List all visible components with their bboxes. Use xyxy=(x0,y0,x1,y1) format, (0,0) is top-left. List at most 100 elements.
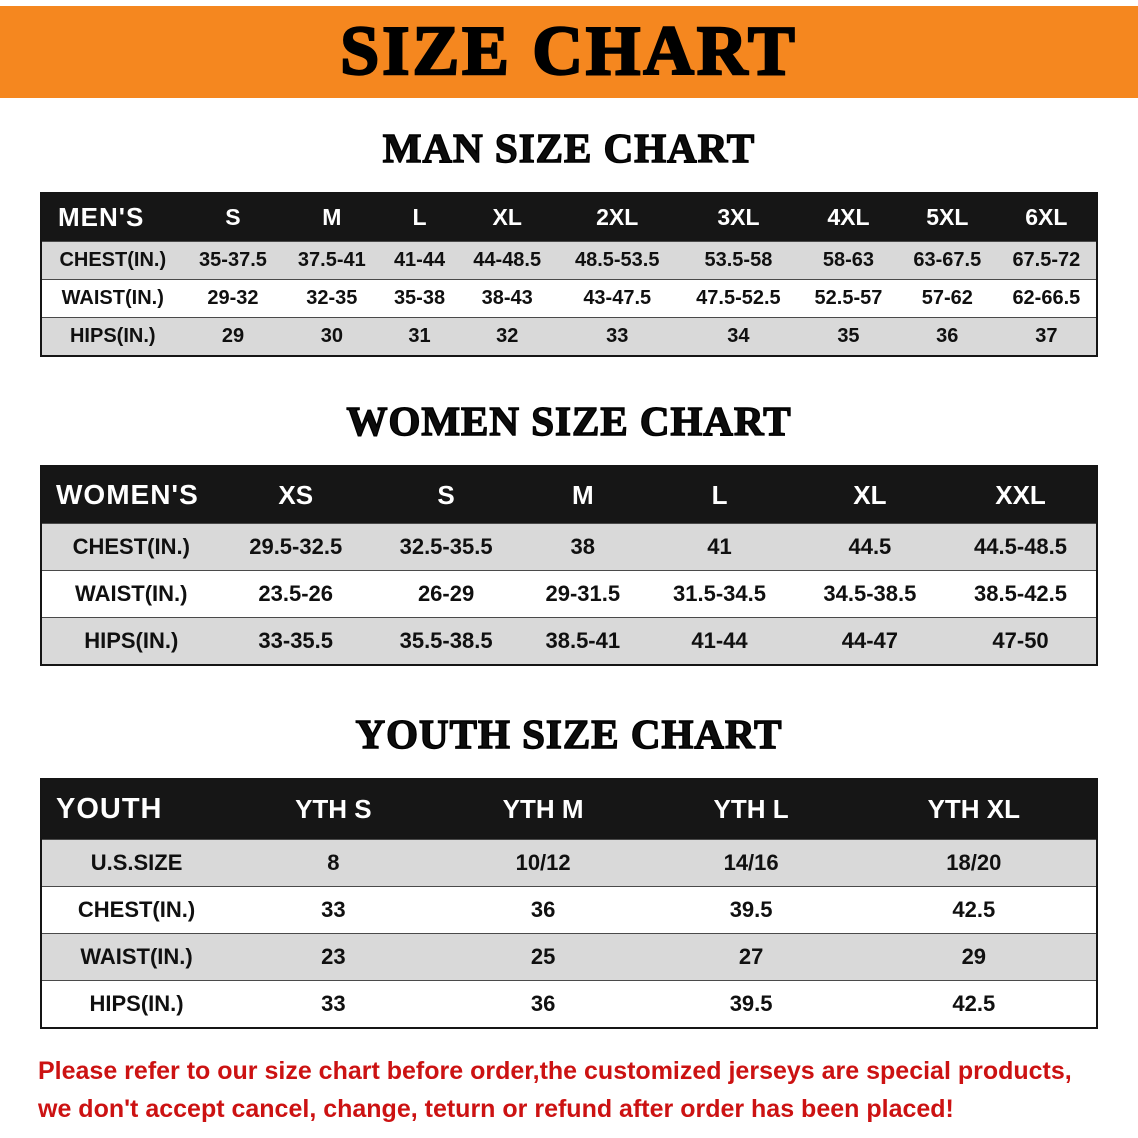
man-size-chart-heading: MAN SIZE CHART xyxy=(382,124,756,171)
measurement-value: 47-50 xyxy=(992,628,1049,653)
measurement-row: HIPS(IN.) 33 36 39.5 42.5 xyxy=(41,980,1097,1029)
size-header-row: MEN'S S M L XL 2XL 3XL 4XL 5XL 6XL xyxy=(41,193,1097,242)
youth-size-chart-heading: YOUTH SIZE CHART xyxy=(355,710,783,757)
size-column-header: L xyxy=(381,193,458,242)
measurement-value: 39.5 xyxy=(729,897,773,922)
measurement-value: 36 xyxy=(530,991,556,1016)
size-header-row: WOMEN'S XS S M L XL XXL xyxy=(41,466,1097,524)
measurement-value: 8 xyxy=(327,850,340,875)
measurement-value: 63-67.5 xyxy=(913,249,982,271)
size-header-row: YOUTH YTH S YTH M YTH L YTH XL xyxy=(41,779,1097,840)
size-column-header: L xyxy=(644,466,795,524)
measurement-row: HIPS(IN.) 29 30 31 32 33 34 35 36 37 xyxy=(41,317,1097,356)
measurement-value: 48.5-53.5 xyxy=(574,249,660,271)
measurement-value: 37 xyxy=(1035,325,1058,347)
measurement-row: CHEST(IN.) 33 36 39.5 42.5 xyxy=(41,886,1097,934)
measurement-value: 23.5-26 xyxy=(258,581,334,606)
size-column-header: XXL xyxy=(945,466,1097,524)
measurement-value: 18/20 xyxy=(946,850,1002,875)
measurement-label: HIPS(IN.) xyxy=(89,991,184,1016)
size-chart-banner: SIZE CHART xyxy=(0,6,1138,98)
size-column-header: 6XL xyxy=(996,193,1097,242)
measurement-value: 38.5-42.5 xyxy=(974,581,1068,606)
measurement-label: HIPS(IN.) xyxy=(69,325,156,347)
size-column-header: YTH M xyxy=(435,779,651,840)
measurement-value: 10/12 xyxy=(515,850,571,875)
measurement-value: 41 xyxy=(707,534,732,559)
youth-size-chart-section: YOUTH SIZE CHART YOUTH YTH S YTH M YTH L YTH… xyxy=(0,710,1138,1029)
measurement-value: 44.5-48.5 xyxy=(974,534,1068,559)
measurement-row: WAIST(IN.) 29-32 32-35 35-38 38-43 43-47.5 47.… xyxy=(41,279,1097,318)
measurement-row: U.S.SIZE 8 10/12 14/16 18/20 xyxy=(41,839,1097,887)
measurement-value: 42.5 xyxy=(952,897,996,922)
measurement-value: 31.5-34.5 xyxy=(673,581,766,606)
size-column-header: S xyxy=(183,193,283,242)
measurement-value: 30 xyxy=(320,325,343,347)
measurement-value: 36 xyxy=(530,897,556,922)
table-title-cell: WOMEN'S xyxy=(41,466,221,524)
size-column-header: 2XL xyxy=(556,193,678,242)
measurement-value: 58-63 xyxy=(822,249,875,271)
measurement-value: 35.5-38.5 xyxy=(399,628,493,653)
measurement-value: 44-48.5 xyxy=(473,249,542,271)
measurement-label: CHEST(IN.) xyxy=(72,534,190,559)
women-size-chart-section: WOMEN SIZE CHART WOMEN'S XS S M L XL XXL CHEST(… xyxy=(0,397,1138,666)
measurement-value: 34.5-38.5 xyxy=(823,581,917,606)
measurement-value: 53.5-58 xyxy=(704,249,773,271)
size-column-header: XL xyxy=(794,466,946,524)
women-size-chart-heading: WOMEN SIZE CHART xyxy=(346,397,792,444)
measurement-value: 41-44 xyxy=(393,249,446,271)
size-column-header: YTH XL xyxy=(851,779,1097,840)
measurement-value: 26-29 xyxy=(417,581,475,606)
measurement-label: WAIST(IN.) xyxy=(61,287,164,309)
measurement-value: 42.5 xyxy=(952,991,996,1016)
size-column-header: XS xyxy=(220,466,371,524)
size-column-header: S xyxy=(370,466,522,524)
measurement-label: CHEST(IN.) xyxy=(77,897,196,922)
measurement-row: HIPS(IN.) 33-35.5 35.5-38.5 38.5-41 41-44 44-… xyxy=(41,617,1097,665)
measurement-value: 33 xyxy=(321,897,346,922)
size-column-header: 5XL xyxy=(897,193,997,242)
man-size-chart-section: MAN SIZE CHART MEN'S S M L XL 2XL 3XL 4XL 5XL 6XL… xyxy=(0,124,1138,357)
measurement-value: 29 xyxy=(221,325,245,347)
measurement-label: HIPS(IN.) xyxy=(84,628,179,653)
measurement-row: WAIST(IN.) 23.5-26 26-29 29-31.5 31.5-34.5 34… xyxy=(41,570,1097,618)
measurement-value: 29-31.5 xyxy=(545,581,621,606)
page-title: SIZE CHART xyxy=(339,12,798,91)
measurement-row: CHEST(IN.) 35-37.5 37.5-41 41-44 44-48.5 48.5… xyxy=(41,241,1097,280)
size-column-header: YTH L xyxy=(650,779,852,840)
measurement-value: 57-62 xyxy=(921,287,973,309)
measurement-label: WAIST(IN.) xyxy=(75,581,188,606)
measurement-value: 35-37.5 xyxy=(199,249,267,271)
measurement-value: 47.5-52.5 xyxy=(696,287,781,309)
table-title-cell: MEN'S xyxy=(41,193,184,242)
measurement-value: 32 xyxy=(496,325,519,347)
youth-size-table: YOUTH YTH S YTH M YTH L YTH XL U.S.SIZE 8 10/12… xyxy=(40,778,1098,1029)
measurement-value: 33 xyxy=(321,991,346,1016)
measurement-value: 29.5-32.5 xyxy=(249,534,343,559)
measurement-value: 34 xyxy=(727,325,750,347)
measurement-value: 27 xyxy=(738,944,764,969)
measurement-value: 43-47.5 xyxy=(583,287,652,309)
size-column-header: 4XL xyxy=(799,193,898,242)
measurement-label: WAIST(IN.) xyxy=(80,944,193,969)
measurement-value: 39.5 xyxy=(729,991,773,1016)
measurement-label: U.S.SIZE xyxy=(90,850,183,875)
measurement-value: 32-35 xyxy=(306,287,358,309)
measurement-value: 62-66.5 xyxy=(1012,287,1081,309)
measurement-value: 38 xyxy=(570,534,596,559)
measurement-value: 33 xyxy=(606,325,629,347)
measurement-value: 35-38 xyxy=(393,287,446,309)
women-size-table: WOMEN'S XS S M L XL XXL CHEST(IN.) 29.5-32.5 32.5… xyxy=(40,465,1098,666)
measurement-value: 41-44 xyxy=(691,628,748,653)
measurement-value: 38.5-41 xyxy=(545,628,621,653)
size-column-header: YTH S xyxy=(231,779,436,840)
measurement-row: WAIST(IN.) 23 25 27 29 xyxy=(41,933,1097,981)
measurement-value: 44.5 xyxy=(848,534,892,559)
size-column-header: M xyxy=(282,193,382,242)
measurement-value: 23 xyxy=(321,944,346,969)
measurement-value: 67.5-72 xyxy=(1012,249,1081,271)
disclaimer-line-2: we don't accept cancel, change, teturn o… xyxy=(38,1094,954,1123)
men-size-table: MEN'S S M L XL 2XL 3XL 4XL 5XL 6XL CHEST(IN.) 35-37… xyxy=(40,192,1098,357)
measurement-value: 36 xyxy=(936,325,959,347)
